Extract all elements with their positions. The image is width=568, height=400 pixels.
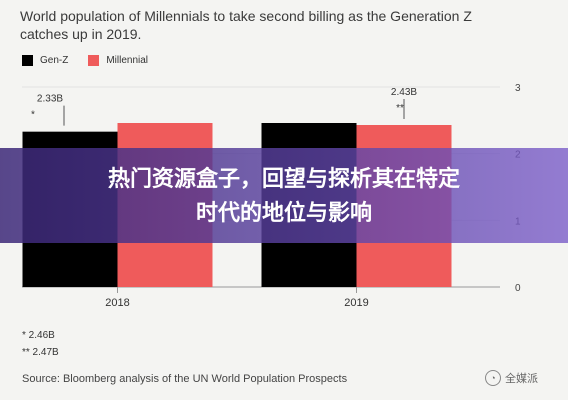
wechat-icon: ◔ bbox=[485, 370, 501, 386]
y-tick-label: 0 bbox=[515, 283, 521, 294]
footnote-1: * 2.46B bbox=[22, 330, 55, 341]
chart-title: World population of Millennials to take … bbox=[20, 7, 540, 43]
x-tick-label-2019: 2019 bbox=[344, 297, 368, 309]
data-label-2019: 2.43B bbox=[391, 87, 417, 98]
legend-label-millennial: Millennial bbox=[106, 55, 149, 66]
watermark: ◔ 全媒派 bbox=[485, 370, 538, 386]
legend-swatch-genz bbox=[22, 55, 33, 66]
watermark-text: 全媒派 bbox=[505, 373, 538, 385]
legend-swatch-millennial bbox=[88, 55, 100, 66]
legend-item-genz: Gen-Z bbox=[22, 55, 68, 66]
legend-label-genz: Gen-Z bbox=[40, 55, 69, 66]
overlay-banner: 热门资源盒子，回望与探析其在特定 时代的地位与影响 bbox=[0, 148, 568, 243]
legend: Gen-Z Millennial bbox=[22, 55, 168, 66]
x-tick-label-2018: 2018 bbox=[105, 297, 129, 309]
chart-title-line2: catches up in 2019. bbox=[20, 26, 142, 42]
data-label-2018: 2.33B bbox=[37, 94, 63, 105]
legend-item-millennial: Millennial bbox=[88, 55, 148, 66]
footnote-2: ** 2.47B bbox=[22, 347, 59, 358]
banner-line2: 时代的地位与影响 bbox=[195, 201, 372, 226]
chart-title-line1: World population of Millennials to take … bbox=[20, 8, 472, 24]
y-tick-label: 3 bbox=[515, 83, 521, 94]
data-label-marker-2019: ** bbox=[396, 103, 404, 114]
banner-line1: 热门资源盒子，回望与探析其在特定 bbox=[107, 167, 460, 192]
source-text: Source: Bloomberg analysis of the UN Wor… bbox=[22, 373, 348, 385]
data-label-marker-2018: * bbox=[31, 110, 35, 121]
